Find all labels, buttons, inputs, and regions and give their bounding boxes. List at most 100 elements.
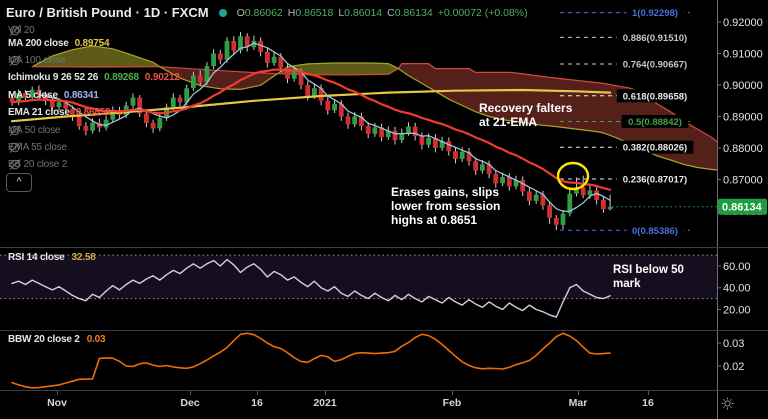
time-axis-tick [578,391,579,395]
legend-value: 0.86859 [75,107,111,118]
legend-label: Ichimoku 9 26 52 26 [8,72,99,83]
rsi-line [11,258,611,318]
candles [9,32,613,231]
eye-off-icon[interactable] [8,55,22,66]
legend-row-ma100[interactable]: MA 100 close [8,54,66,67]
time-axis-tick [57,391,58,395]
svg-text:0.886(0.91510): 0.886(0.91510) [623,33,687,44]
symbol-interval-exchange: · 1D · FXCM [135,5,209,20]
ema21-line [10,68,612,191]
legend-row-ma200[interactable]: MA 200 close 0.89754 [8,37,110,50]
time-axis-label: 16 [642,397,654,409]
bbw-legend[interactable]: BBW 20 close 2 0.03 [8,334,106,345]
legend-row-volume[interactable]: Vol 20 [8,24,35,37]
rsi-legend-value: 32.58 [71,252,96,263]
legend-label: MA 5 close [8,90,58,101]
open-value: 0.86062 [244,6,283,19]
svg-text:0.87000: 0.87000 [723,174,763,186]
legend-label: MA 100 close [8,55,66,66]
legend-label: MA 50 close [8,125,61,136]
legend-value: 0.89754 [74,38,110,49]
legend-value: 0.86341 [63,90,99,101]
last-price-badge: 0.86134 [718,198,767,215]
svg-text:0.02: 0.02 [723,361,744,373]
legend-row-ma5[interactable]: MA 5 close 0.86341 [8,89,99,102]
svg-text:1(0.92298): 1(0.92298) [632,8,678,19]
time-axis[interactable]: Nov Dec 16 2021 Feb Mar 16 [0,391,768,419]
rsi-band [0,255,717,299]
legend-label: Vol 20 [8,25,35,36]
svg-text:0.03: 0.03 [723,338,744,350]
bbw-axis-labels: 0.03 0.02 [717,338,744,373]
svg-text:0.618(0.89658): 0.618(0.89658) [623,91,687,102]
svg-text:0.91000: 0.91000 [723,48,763,60]
svg-text:0(0.85386): 0(0.85386) [632,226,678,237]
price-axis-labels: 0.92000 0.91000 0.90000 0.89000 0.88000 0.870… [717,17,763,218]
low-value: 0.86014 [344,6,383,19]
chart-header: Euro / British Pound · 1D · FXCM O0.8606… [6,5,528,20]
bbw-legend-label: BBW 20 close 2 [8,334,80,345]
svg-text:0.382(0.88026): 0.382(0.88026) [623,143,687,154]
svg-text:0.92000: 0.92000 [723,17,763,29]
bbw-line [11,332,611,389]
svg-text:20.00: 20.00 [723,304,751,316]
svg-text:60.00: 60.00 [723,261,751,273]
legend-label: EMA 21 close [8,107,70,118]
change-value: +0.00072 (+0.08%) [437,6,528,19]
eye-off-icon[interactable] [8,159,22,170]
svg-text:40.00: 40.00 [723,283,751,295]
time-axis-label: Nov [47,397,67,409]
bbw-pane[interactable]: 0.03 0.02 [0,331,768,390]
time-axis-tick [648,391,649,395]
bbw-legend-value: 0.03 [86,334,106,345]
rsi-legend-label: RSI 14 close [8,252,65,263]
axis-settings-icon[interactable] [721,397,734,410]
high-value: 0.86518 [295,6,334,19]
main-price-pane[interactable]: 1(0.92298) 0.886(0.91510) 0.764(0.90667) 0.… [0,0,768,247]
time-axis-tick [452,391,453,395]
pane-separator[interactable] [0,247,768,248]
time-axis-label: Feb [442,397,462,409]
svg-text:0.5(0.88842): 0.5(0.88842) [628,117,682,128]
legend-row-bb20[interactable]: BB 20 close 2 [8,158,67,171]
legend-value: 0.90212 [144,72,180,83]
time-axis-label: Dec [180,397,200,409]
legend-label: MA 200 close [8,38,69,49]
pane-separator[interactable] [0,330,768,331]
legend-label: BB 20 close 2 [8,159,68,170]
time-axis-label: Mar [568,397,588,409]
legend-value: 0.89268 [104,72,139,83]
eye-off-icon[interactable] [8,125,22,136]
ohlc-readout: O0.86062 H0.86518 L0.86014 C0.86134 +0.0… [236,6,528,19]
legend-row-ichimoku[interactable]: Ichimoku 9 26 52 26 0.89268 0.90212 [8,71,180,84]
time-axis-label: 16 [251,397,263,409]
close-value: 0.86134 [394,6,433,19]
time-axis-label: 2021 [313,397,337,409]
time-axis-tick [257,391,258,395]
svg-text:0.89000: 0.89000 [723,111,763,123]
market-status-dot-icon [218,8,227,17]
rsi-axis-labels: 60.00 40.00 20.00 [717,261,751,316]
legend-row-ema55[interactable]: EMA 55 close [8,141,67,154]
eye-off-icon[interactable] [8,25,22,36]
rsi-legend[interactable]: RSI 14 close 32.58 [8,252,96,263]
rsi-pane[interactable]: 60.00 40.00 20.00 [0,248,768,330]
fib-retracement: 1(0.92298) 0.886(0.91510) 0.764(0.90667) 0.… [560,6,694,237]
ichimoku-cloud [31,45,719,171]
time-axis-separator [0,390,768,391]
time-axis-tick [325,391,326,395]
ma200-line [10,88,612,123]
svg-text:0.90000: 0.90000 [723,80,763,92]
legend-label: EMA 55 close [8,142,67,153]
svg-text:0.236(0.87017): 0.236(0.87017) [623,175,687,186]
symbol-title: Euro / British Pound [6,5,132,20]
eye-off-icon[interactable] [8,142,22,153]
time-axis-tick [190,391,191,395]
legend-row-ma50[interactable]: MA 50 close [8,124,60,137]
svg-text:0.88000: 0.88000 [723,143,763,155]
svg-text:0.764(0.90667): 0.764(0.90667) [623,60,687,71]
legend-row-ema21[interactable]: EMA 21 close 0.86859 [8,106,111,119]
legend-collapse-button[interactable]: ^ [6,173,32,192]
price-axis-line [717,391,718,419]
